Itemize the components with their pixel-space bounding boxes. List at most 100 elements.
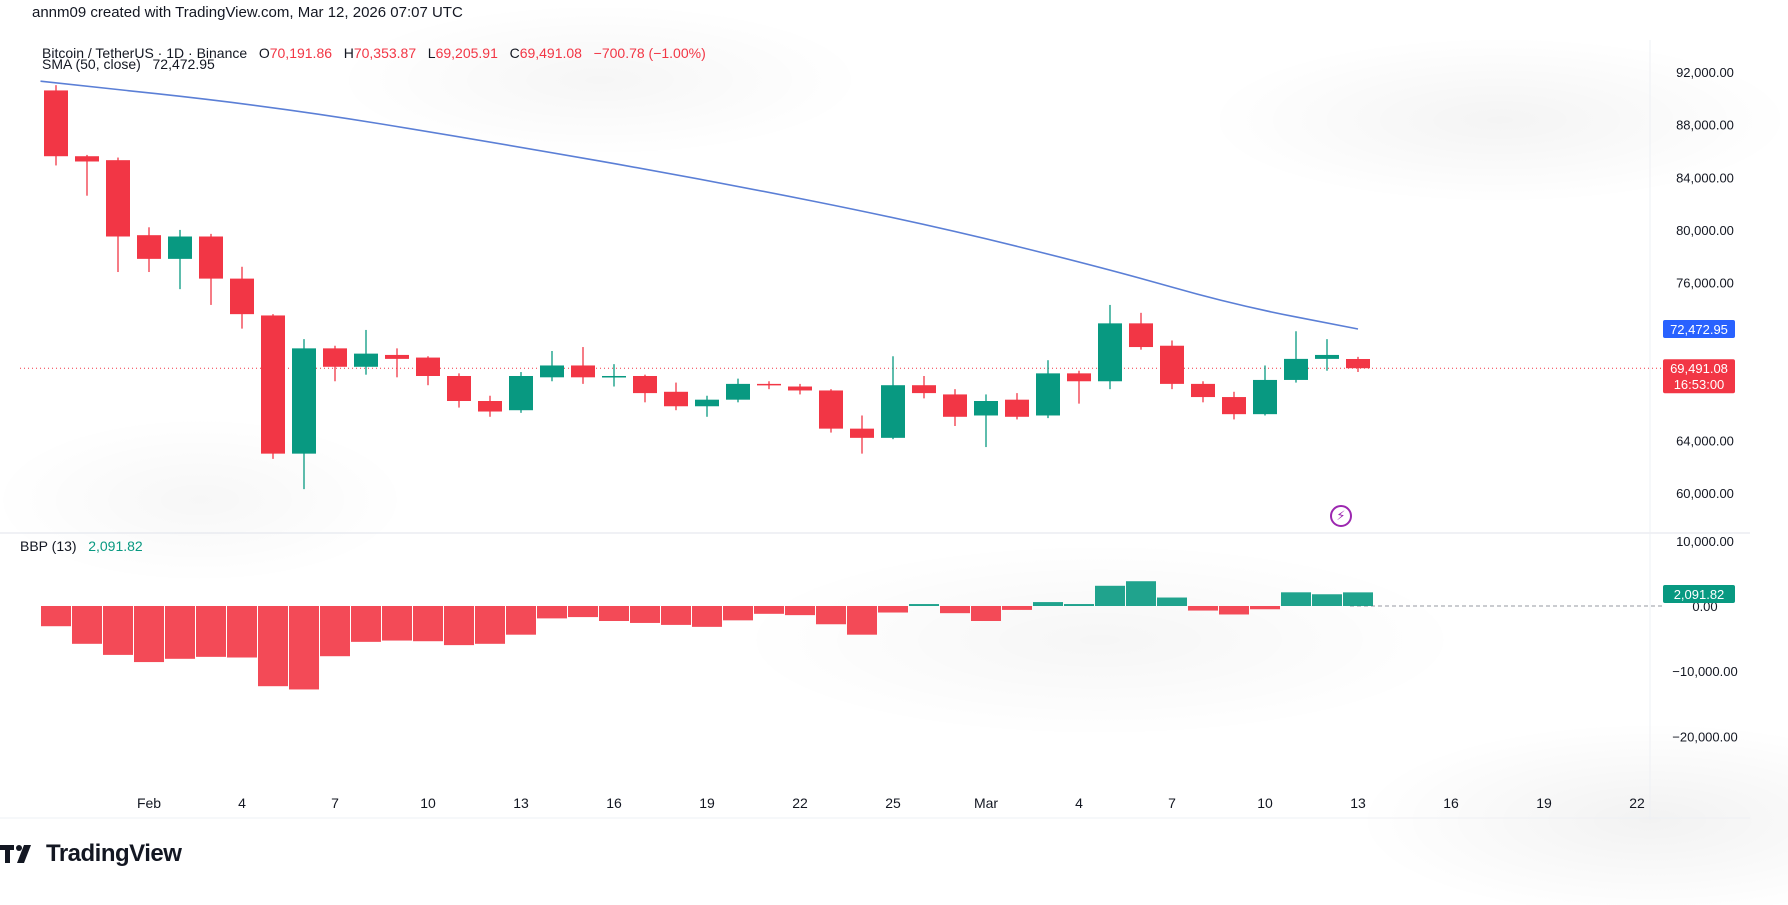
- candle-body: [726, 383, 750, 400]
- bbp-bar: [971, 606, 1001, 621]
- price-tick-label: 80,000.00: [1676, 223, 1734, 238]
- bbp-legend[interactable]: BBP (13) 2,091.82: [20, 538, 143, 554]
- bbp-bar: [1126, 581, 1156, 606]
- time-tick-label: 7: [1168, 795, 1176, 811]
- bbp-tick-label: −20,000.00: [1672, 729, 1737, 744]
- candle-body: [571, 365, 595, 378]
- price-badge-text: 69,491.08: [1670, 361, 1728, 376]
- bbp-bar: [444, 606, 474, 646]
- candle-body: [1191, 383, 1215, 398]
- grid: [0, 40, 1750, 820]
- candle-body: [168, 236, 192, 259]
- lightning-icon[interactable]: ⚡: [1330, 505, 1352, 527]
- time-tick-label: Mar: [974, 795, 998, 811]
- time-tick-label: 4: [1075, 795, 1083, 811]
- sma-badge-text: 72,472.95: [1670, 322, 1728, 337]
- candle-body: [1222, 397, 1246, 415]
- candle-body: [261, 315, 285, 454]
- price-tick-label: 88,000.00: [1676, 118, 1734, 133]
- candles: [44, 85, 1370, 490]
- bbp-bar: [1033, 602, 1063, 606]
- candle-body: [1067, 373, 1091, 382]
- time-tick-label: 22: [792, 795, 808, 811]
- time-tick-label: 7: [331, 795, 339, 811]
- bbp-bar: [1250, 606, 1280, 610]
- bbp-bar: [1312, 594, 1342, 606]
- low-label: L: [427, 45, 436, 61]
- candle-body: [819, 390, 843, 429]
- price-tick-label: 84,000.00: [1676, 170, 1734, 185]
- bbp-bar: [134, 606, 164, 663]
- time-tick-label: 13: [1350, 795, 1366, 811]
- time-tick-label: Feb: [137, 795, 161, 811]
- bbp-bar: [1219, 606, 1249, 615]
- candle-body: [757, 383, 781, 386]
- sma-label: SMA (50, close): [42, 56, 141, 72]
- symbol-label[interactable]: Bitcoin / TetherUS · 1D · Binance: [42, 45, 248, 61]
- candle-body: [230, 278, 254, 315]
- bbp-bar: [785, 606, 815, 616]
- price-tick-label: 64,000.00: [1676, 433, 1734, 448]
- time-tick-label: 13: [513, 795, 529, 811]
- bbp-bar: [599, 606, 629, 621]
- bbp-bar: [661, 606, 691, 625]
- bbp-bar: [878, 606, 908, 613]
- candle-body: [323, 348, 347, 367]
- bbp-bar: [1343, 592, 1373, 606]
- time-tick-label: 19: [699, 795, 715, 811]
- candle-body: [943, 394, 967, 417]
- close-label: C: [509, 45, 520, 61]
- candle-body: [292, 348, 316, 454]
- candle-body: [416, 357, 440, 376]
- price-badge-bg: [1663, 359, 1735, 394]
- bbp-bar: [1157, 597, 1187, 606]
- candle-body: [695, 399, 719, 407]
- bbp-bar: [413, 606, 443, 642]
- bbp-badge-text: 2,091.82: [1674, 587, 1725, 602]
- sma-value: 72,472.95: [152, 56, 215, 72]
- bbp-bar: [196, 606, 226, 657]
- bbp-bar: [1064, 604, 1094, 606]
- time-tick-label: 22: [1629, 795, 1645, 811]
- sma-legend[interactable]: SMA (50, close) 72,472.95: [42, 56, 215, 72]
- time-tick-label: 10: [420, 795, 436, 811]
- price-tick-label: 92,000.00: [1676, 65, 1734, 80]
- bbp-badge: 2,091.82: [1663, 585, 1735, 603]
- bbp-bar: [227, 606, 257, 658]
- close-value: 69,491.08: [519, 45, 582, 61]
- bbp-bar: [72, 606, 102, 644]
- tradingview-logo[interactable]: TradingView: [0, 840, 182, 868]
- chart-watermark: annm09 created with TradingView.com, Mar…: [32, 4, 463, 21]
- bbp-label: BBP (13): [20, 538, 77, 554]
- candle-body: [1346, 358, 1370, 369]
- bbp-bar: [382, 606, 412, 641]
- bbp-tick-label: −10,000.00: [1672, 664, 1737, 679]
- bbp-bar: [1281, 592, 1311, 606]
- bbp-bar: [692, 606, 722, 627]
- high-value: 70,353.87: [353, 45, 417, 61]
- time-tick-label: 10: [1257, 795, 1273, 811]
- candle-body: [1098, 323, 1122, 382]
- bbp-histogram: [41, 581, 1373, 690]
- candle-body: [509, 375, 533, 411]
- tradingview-logo-icon: [0, 845, 31, 863]
- bbp-bar: [1188, 606, 1218, 611]
- candle-body: [1253, 379, 1277, 415]
- bbp-tick-label: 10,000.00: [1676, 534, 1734, 549]
- bbp-bar: [630, 606, 660, 623]
- sma-path: [40, 80, 1359, 330]
- candle-body: [850, 428, 874, 438]
- bbp-bar: [165, 606, 195, 659]
- bbp-bar: [723, 606, 753, 621]
- candle-body: [75, 156, 99, 162]
- bbp-bar: [475, 606, 505, 644]
- bbp-bar: [537, 606, 567, 619]
- candle-body: [137, 235, 161, 259]
- bbp-value: 2,091.82: [88, 538, 143, 554]
- bbp-bar: [909, 604, 939, 606]
- price-tick-label: 60,000.00: [1676, 486, 1734, 501]
- bbp-bar: [351, 606, 381, 642]
- price-tick-label: 76,000.00: [1676, 276, 1734, 291]
